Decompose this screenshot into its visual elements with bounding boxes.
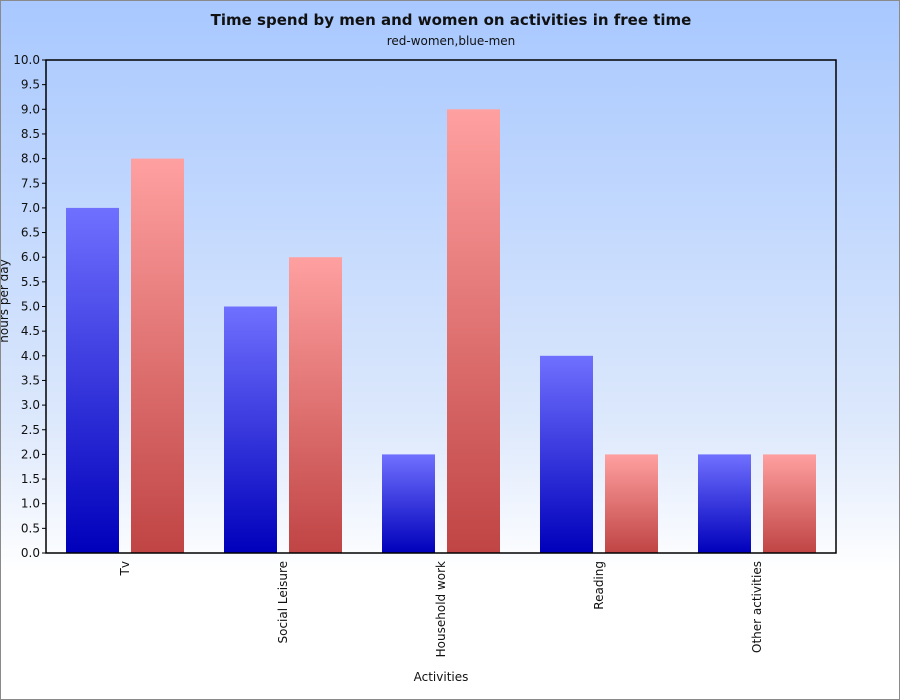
bar-men bbox=[540, 355, 593, 553]
y-tick-label: 5.5 bbox=[21, 275, 40, 289]
y-tick-label: 1.0 bbox=[21, 497, 40, 511]
y-tick-label: 3.5 bbox=[21, 373, 40, 387]
y-tick-label: 8.5 bbox=[21, 127, 40, 141]
x-tick-label: Other activities bbox=[750, 561, 764, 653]
y-tick-label: 7.5 bbox=[21, 176, 40, 190]
bar-men bbox=[224, 306, 277, 553]
y-tick-label: 2.5 bbox=[21, 423, 40, 437]
y-tick-label: 8.0 bbox=[21, 152, 40, 166]
bar-women bbox=[605, 454, 658, 553]
bar-women bbox=[131, 158, 184, 553]
chart-subtitle: red-women,blue-men bbox=[387, 34, 516, 48]
y-tick-label: 0.5 bbox=[21, 521, 40, 535]
x-tick-label: Social Leisure bbox=[276, 561, 290, 644]
y-tick-label: 2.0 bbox=[21, 447, 40, 461]
y-tick-label: 6.5 bbox=[21, 226, 40, 240]
y-tick-label: 1.5 bbox=[21, 472, 40, 486]
x-tick-label: Household work bbox=[434, 561, 448, 657]
x-axis-label: Activities bbox=[414, 670, 469, 684]
y-tick-label: 0.0 bbox=[21, 546, 40, 560]
y-tick-label: 10.0 bbox=[13, 53, 40, 67]
y-tick-label: 3.0 bbox=[21, 398, 40, 412]
y-tick-label: 7.0 bbox=[21, 201, 40, 215]
y-tick-label: 4.5 bbox=[21, 324, 40, 338]
plot-area-border bbox=[45, 59, 837, 554]
chart-title: Time spend by men and women on activitie… bbox=[211, 11, 692, 29]
x-tick-label: Tv bbox=[118, 561, 132, 576]
y-tick-label: 9.5 bbox=[21, 78, 40, 92]
bar-women bbox=[447, 109, 500, 554]
y-tick-label: 6.0 bbox=[21, 250, 40, 264]
y-tick-label: 5.0 bbox=[21, 300, 40, 314]
bar-women bbox=[289, 257, 342, 553]
bar-men bbox=[66, 207, 119, 553]
y-tick-label: 9.0 bbox=[21, 102, 40, 116]
bar-men bbox=[382, 454, 435, 553]
bar-women bbox=[763, 454, 816, 553]
bar-men bbox=[698, 454, 751, 553]
y-tick-label: 4.0 bbox=[21, 349, 40, 363]
y-axis-label: hours per day bbox=[1, 259, 11, 342]
x-tick-label: Reading bbox=[592, 561, 606, 610]
